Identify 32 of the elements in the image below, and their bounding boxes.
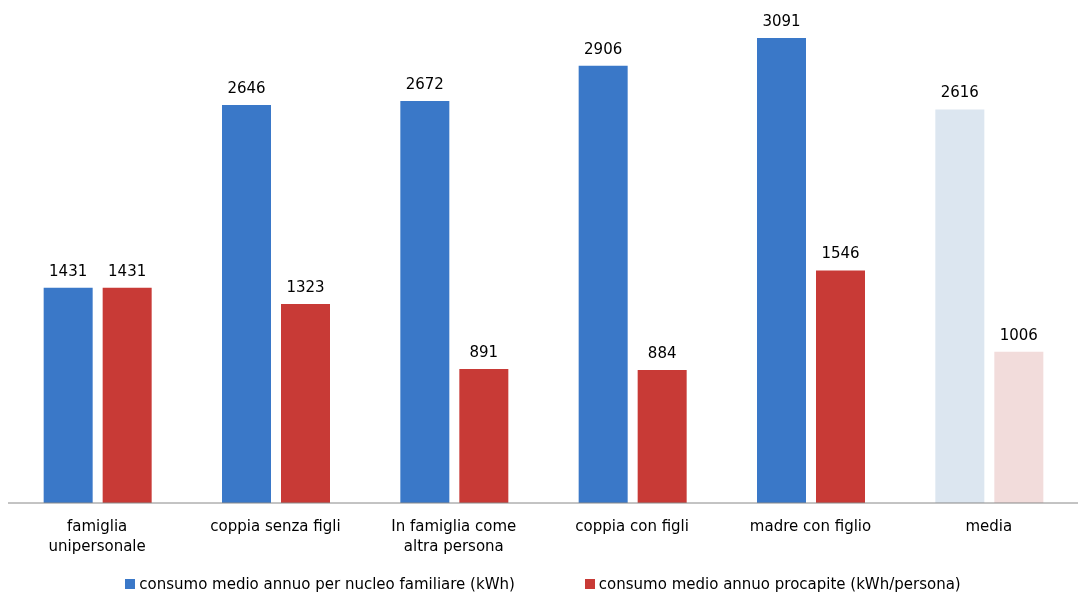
data-label: 2672	[405, 75, 444, 94]
bar	[757, 38, 806, 503]
data-label: 1006	[999, 325, 1038, 344]
data-label: 884	[647, 344, 677, 363]
legend-label: consumo medio annuo per nucleo familiare (kWh)	[138, 575, 515, 593]
bar	[43, 287, 93, 503]
bar	[994, 351, 1044, 503]
data-label: 1323	[286, 277, 325, 296]
bar	[459, 368, 509, 503]
data-label: 2906	[584, 39, 623, 58]
x-tick-label: In famiglia come altra persona	[391, 517, 517, 555]
x-tick-label: coppia senza figli	[210, 517, 341, 535]
bar	[102, 287, 152, 503]
data-label: 1431	[49, 261, 88, 280]
x-tick-label: media	[965, 517, 1013, 535]
bar	[935, 109, 985, 503]
bar	[637, 370, 687, 503]
legend-label: consumo medio annuo procapite (kWh/persona)	[597, 575, 961, 593]
data-label: 3091	[762, 12, 801, 30]
bar	[816, 270, 865, 503]
data-label: 1431	[108, 261, 147, 280]
data-label: 1546	[821, 244, 860, 263]
x-tick-label: famiglia unipersonale	[48, 517, 146, 555]
data-label: 2646	[227, 78, 266, 97]
data-label: 2616	[940, 83, 979, 102]
bar	[281, 303, 330, 503]
bar	[222, 104, 271, 503]
x-tick-label: coppia con figli	[575, 517, 689, 535]
x-tick-label: madre con figlio	[749, 517, 872, 535]
bar	[578, 65, 628, 503]
bar	[400, 101, 450, 503]
data-label: 891	[469, 342, 499, 361]
